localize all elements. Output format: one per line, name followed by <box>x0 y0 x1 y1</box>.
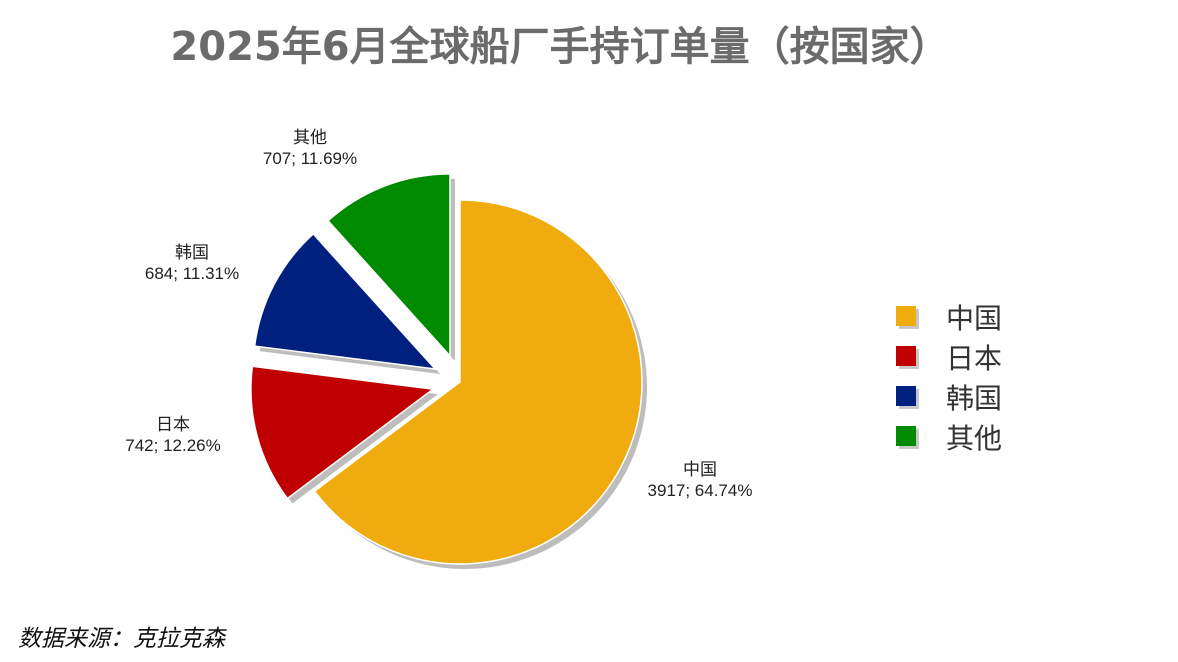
slice-value-label: 742; 12.26% <box>125 436 220 455</box>
slice-value-label: 684; 11.31% <box>145 264 239 283</box>
slice-value-label: 707; 11.69% <box>263 149 357 168</box>
slice-category-label: 其他 <box>293 128 327 147</box>
pie-slice-1 <box>313 199 643 565</box>
slice-labels: 中国 3917; 64.74% 日本 742; 12.26% 韩国 684; 11.31%… <box>125 128 752 500</box>
slice-category-label: 韩国 <box>175 243 209 262</box>
legend-swatch-2 <box>896 346 916 366</box>
slice-value-label: 3917; 64.74% <box>648 481 753 500</box>
pie-slice-3 <box>253 232 438 371</box>
pie-slices <box>250 173 643 565</box>
pie-slice-2 <box>250 365 435 500</box>
legend-label: 韩国 <box>946 382 1002 415</box>
source-note: 数据来源：克拉克森 <box>18 626 227 652</box>
legend-label: 中国 <box>946 302 1002 335</box>
legend-swatch-4 <box>896 426 916 446</box>
pie-slice-4 <box>326 173 451 358</box>
chart-title: 2025年6月全球船厂手持订单量（按国家） <box>170 24 949 70</box>
slice-category-label: 中国 <box>683 460 717 479</box>
slice-category-label: 日本 <box>156 415 190 434</box>
legend-label: 日本 <box>946 342 1002 375</box>
legend-swatch-3 <box>896 386 916 406</box>
legend-label: 其他 <box>946 422 1002 455</box>
legend-swatch-1 <box>896 306 916 326</box>
